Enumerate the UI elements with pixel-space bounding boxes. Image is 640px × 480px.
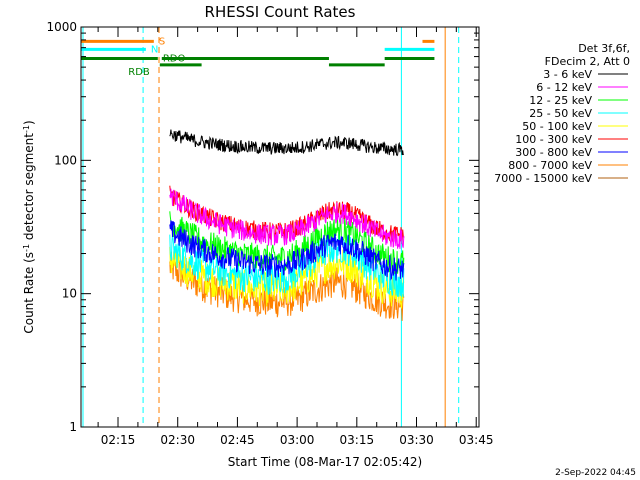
y-axis-label: Count Rate (s-1 detector segment-1) <box>22 120 37 333</box>
x-tick-label: 03:45 <box>459 433 494 447</box>
chart-title: RHESSI Count Rates <box>205 3 356 21</box>
y-axis-ticks: 1 10 100 1000 <box>46 20 479 434</box>
flag-label: RDO <box>163 54 186 65</box>
legend-entry-label: 25 - 50 keV <box>529 107 592 120</box>
x-tick-label: 02:15 <box>101 433 136 447</box>
x-tick-label: 02:30 <box>160 433 195 447</box>
legend-entry-label: 50 - 100 keV <box>522 120 592 133</box>
legend-entry-label: 6 - 12 keV <box>536 81 592 94</box>
flag-bars: SN RDO RDB <box>81 36 435 78</box>
x-tick-label: 02:45 <box>220 433 255 447</box>
flag-label: N <box>151 44 158 55</box>
legend-entry-label: 800 - 7000 keV <box>508 159 592 172</box>
plot-frame <box>80 26 480 428</box>
y-tick-label: 10 <box>62 287 77 301</box>
x-axis-label: Start Time (08-Mar-17 02:05:42) <box>228 455 422 469</box>
x-tick-label: 03:30 <box>399 433 434 447</box>
flag-label: RDB <box>128 67 150 78</box>
legend-entry-label: 3 - 6 keV <box>543 68 592 81</box>
legend-entry-label: 300 - 800 keV <box>515 146 592 159</box>
legend-entry-label: 7000 - 15000 keV <box>494 172 592 185</box>
legend-entry-label: 12 - 25 keV <box>529 94 592 107</box>
vertical-marker-lines <box>82 27 460 427</box>
series-line <box>169 129 404 157</box>
y-tick-label: 1 <box>69 420 77 434</box>
legend-header-2: FDecim 2, Att 0 <box>545 55 630 68</box>
legend-header-1: Det 3f,6f, <box>578 42 630 55</box>
y-tick-label: 1000 <box>46 20 77 34</box>
x-axis-ticks: 02:15 02:30 02:45 03:00 03:15 03:30 03:45 <box>97 27 494 447</box>
x-tick-label: 03:15 <box>340 433 375 447</box>
series-lines <box>169 129 405 321</box>
x-tick-label: 03:00 <box>280 433 315 447</box>
series-line <box>169 220 405 281</box>
flag-label: S <box>159 36 165 47</box>
series-line <box>169 188 405 249</box>
y-tick-label: 100 <box>54 153 77 167</box>
generation-timestamp: 2-Sep-2022 04:45 <box>555 468 636 478</box>
legend-entry-label: 100 - 300 keV <box>515 133 592 146</box>
